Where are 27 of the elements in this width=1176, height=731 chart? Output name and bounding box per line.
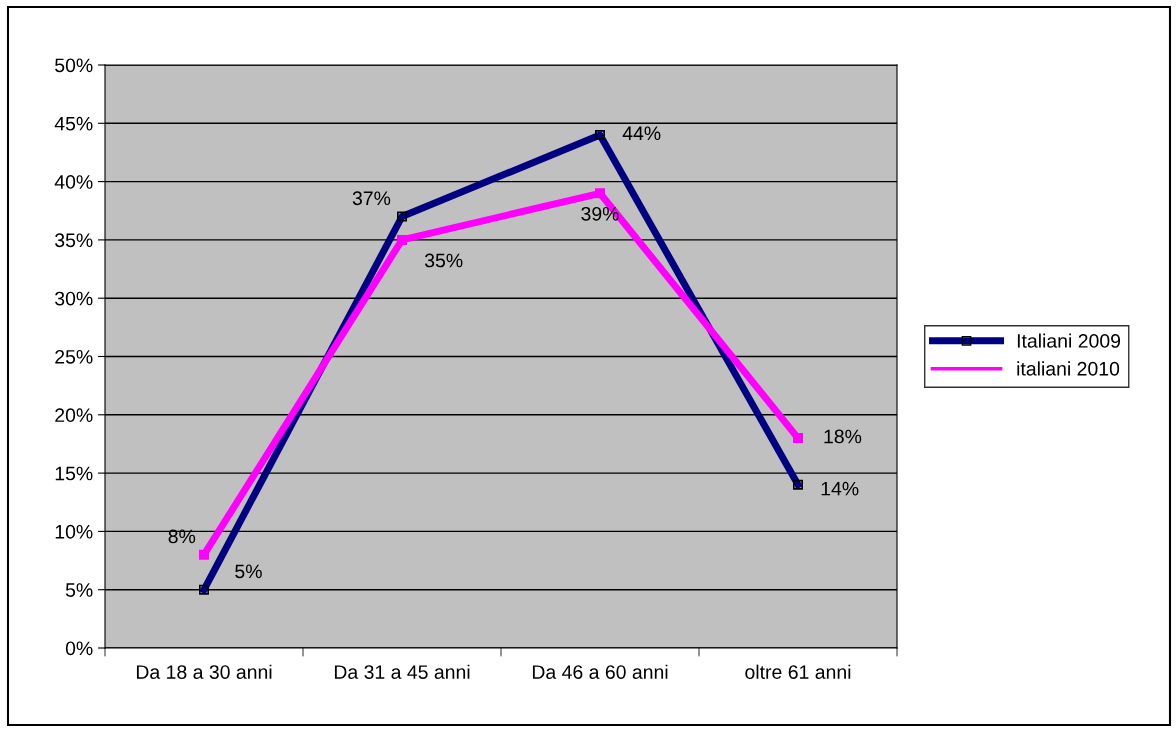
y-tick-label: 10% (55, 524, 93, 539)
legend-label: italiani 2010 (1017, 361, 1120, 376)
point (792, 433, 804, 444)
legend-label: Italiani 2009 (1017, 333, 1121, 348)
data-label: 14% (821, 481, 859, 496)
point (396, 234, 408, 245)
data-label: 37% (352, 191, 391, 206)
x-tick-label: oltre 61 anni (745, 664, 851, 679)
x-tick-label: Da 46 a 60 anni (532, 664, 668, 679)
y-tick-label: 25% (55, 349, 93, 364)
y-tick-label: 50% (55, 58, 93, 73)
x-tick-label: Da 18 a 30 anni (136, 664, 272, 679)
data-label: 35% (424, 253, 463, 268)
y-tick-label: 20% (55, 408, 93, 423)
point (594, 188, 606, 199)
y-tick-label: 5% (65, 583, 93, 597)
y-tick-label: 40% (54, 175, 93, 189)
y-tick-label: 45% (54, 116, 93, 131)
data-label: 44% (622, 126, 661, 141)
y-tick-label: 35% (55, 233, 93, 248)
data-label: 5% (235, 564, 262, 579)
y-tick-label: 30% (55, 291, 93, 306)
data-label: 18% (824, 429, 862, 444)
y-tick-label: 15% (55, 466, 93, 481)
point (198, 549, 210, 560)
x-tick-label: Da 31 a 45 anni (334, 664, 470, 679)
y-tick-label: 0% (65, 641, 93, 656)
